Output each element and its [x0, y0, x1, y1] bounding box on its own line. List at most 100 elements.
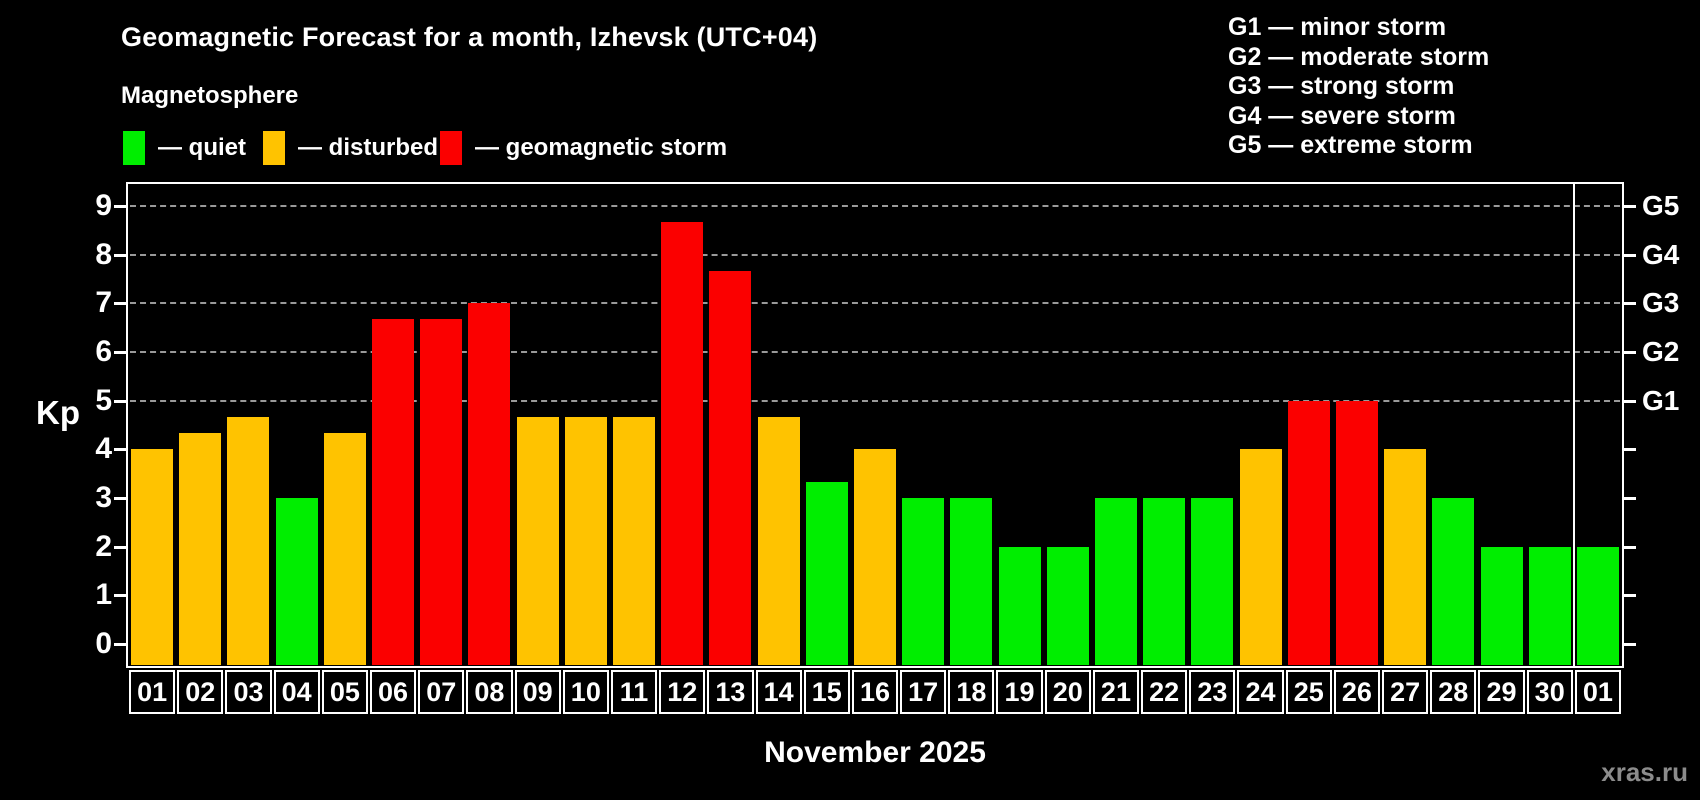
day-label-07: 07	[418, 670, 465, 714]
y-tick-left-4	[114, 448, 126, 452]
kp-bar-day-30	[1528, 546, 1571, 665]
y-tick-left-1	[114, 594, 126, 598]
kp-bar-day-18	[950, 498, 993, 665]
gridline-kp9	[130, 204, 1620, 207]
day-label-08: 08	[466, 670, 513, 714]
y-tick-right-4	[1624, 448, 1636, 452]
kp-bar-day-13	[709, 270, 752, 665]
y-tick-left-8	[114, 253, 126, 257]
kp-bar-day-05	[323, 433, 366, 665]
y-tick-label-9: 9	[95, 188, 112, 222]
kp-bar-day-07	[420, 319, 463, 665]
axis-top	[128, 182, 1624, 184]
y-tick-label-1: 1	[95, 578, 112, 612]
y-tick-right-3	[1624, 497, 1636, 501]
kp-bar-day-19	[998, 546, 1041, 665]
y-tick-label-5: 5	[95, 383, 112, 417]
day-label-27: 27	[1382, 670, 1429, 714]
gridline-kp5	[130, 399, 1620, 402]
watermark: xras.ru	[1601, 757, 1688, 787]
g-level-label-G4: G4	[1642, 238, 1680, 270]
day-label-12: 12	[659, 670, 706, 714]
axis-right	[1622, 182, 1624, 668]
y-tick-label-8: 8	[95, 237, 112, 271]
y-tick-label-4: 4	[95, 432, 112, 466]
y-tick-right-2	[1624, 545, 1636, 549]
kp-bar-day-29	[1480, 546, 1523, 665]
g-legend-line-G4: G4 — severe storm	[1228, 101, 1456, 130]
gridline-kp6	[130, 350, 1620, 353]
y-tick-label-6: 6	[95, 334, 112, 368]
gridline-kp7	[130, 302, 1620, 305]
kp-bar-day-10	[564, 416, 607, 665]
kp-bar-day-01	[131, 449, 174, 665]
g-legend-line-G2: G2 — moderate storm	[1228, 42, 1490, 71]
y-axis-title: Kp	[36, 394, 80, 431]
kp-bar-day-21	[1094, 498, 1137, 665]
kp-bar-day-03	[227, 416, 270, 665]
y-tick-right-7	[1624, 302, 1636, 306]
g-level-label-G5: G5	[1642, 189, 1680, 221]
kp-bar-day-01	[1576, 546, 1619, 665]
legend-label-storm: — geomagnetic storm	[475, 134, 728, 161]
g-level-label-G2: G2	[1642, 335, 1680, 367]
y-tick-right-6	[1624, 350, 1636, 354]
day-label-02: 02	[177, 670, 224, 714]
day-label-17: 17	[900, 670, 947, 714]
y-tick-left-7	[114, 302, 126, 306]
y-tick-left-2	[114, 545, 126, 549]
g-legend-line-G3: G3 — strong storm	[1228, 72, 1455, 101]
legend-item-quiet: — quiet	[123, 128, 246, 168]
day-label-15: 15	[803, 670, 850, 714]
day-label-26: 26	[1333, 670, 1381, 714]
kp-bar-day-28	[1432, 498, 1475, 665]
y-tick-left-0	[114, 643, 126, 647]
kp-bar-day-27	[1384, 449, 1427, 665]
legend-item-disturbed: — disturbed	[263, 128, 438, 168]
kp-bar-day-04	[275, 498, 318, 665]
y-tick-left-3	[114, 497, 126, 501]
kp-bar-day-15	[805, 481, 848, 665]
kp-bar-day-02	[179, 433, 222, 665]
disturbed-swatch-icon	[263, 131, 285, 165]
y-tick-left-9	[114, 204, 126, 208]
day-label-18: 18	[948, 670, 995, 714]
y-tick-left-5	[114, 399, 126, 403]
month-boundary-line	[1572, 184, 1575, 666]
legend-item-storm: — geomagnetic storm	[440, 128, 727, 168]
y-tick-label-3: 3	[95, 481, 112, 515]
kp-bar-day-11	[613, 416, 656, 665]
day-label-28: 28	[1430, 670, 1477, 714]
day-label-01: 01	[129, 670, 176, 714]
day-label-09: 09	[514, 670, 561, 714]
day-label-14: 14	[755, 670, 802, 714]
g-scale-legend: G1 — minor storm G2 — moderate storm G3 — …	[1228, 13, 1489, 161]
day-label-19: 19	[996, 670, 1043, 714]
day-label-23: 23	[1189, 670, 1236, 714]
y-tick-right-1	[1624, 594, 1636, 598]
legend-label-disturbed: — disturbed	[298, 134, 439, 161]
y-tick-left-6	[114, 350, 126, 354]
y-tick-label-2: 2	[95, 529, 112, 563]
kp-bar-day-24	[1239, 449, 1282, 665]
kp-bar-day-17	[902, 498, 945, 665]
day-label-29: 29	[1478, 670, 1525, 714]
axis-bottom	[128, 666, 1624, 668]
day-label-20: 20	[1044, 670, 1091, 714]
gridline-kp8	[130, 253, 1620, 256]
day-label-22: 22	[1141, 670, 1188, 714]
kp-bar-day-25	[1287, 400, 1330, 665]
y-tick-right-9	[1624, 204, 1636, 208]
day-label-30: 30	[1526, 670, 1573, 714]
kp-bar-day-20	[1046, 546, 1089, 665]
kp-bar-day-12	[661, 221, 704, 665]
day-label-04: 04	[273, 670, 320, 714]
kp-bar-day-09	[516, 416, 559, 665]
quiet-swatch-icon	[123, 131, 145, 165]
x-axis-month-label: November 2025	[764, 736, 986, 769]
g-legend-line-G1: G1 — minor storm	[1228, 13, 1447, 41]
y-tick-right-8	[1624, 253, 1636, 257]
g-legend-line-G5: G5 — extreme storm	[1228, 131, 1473, 160]
magnetosphere-label: Magnetosphere	[121, 82, 299, 109]
